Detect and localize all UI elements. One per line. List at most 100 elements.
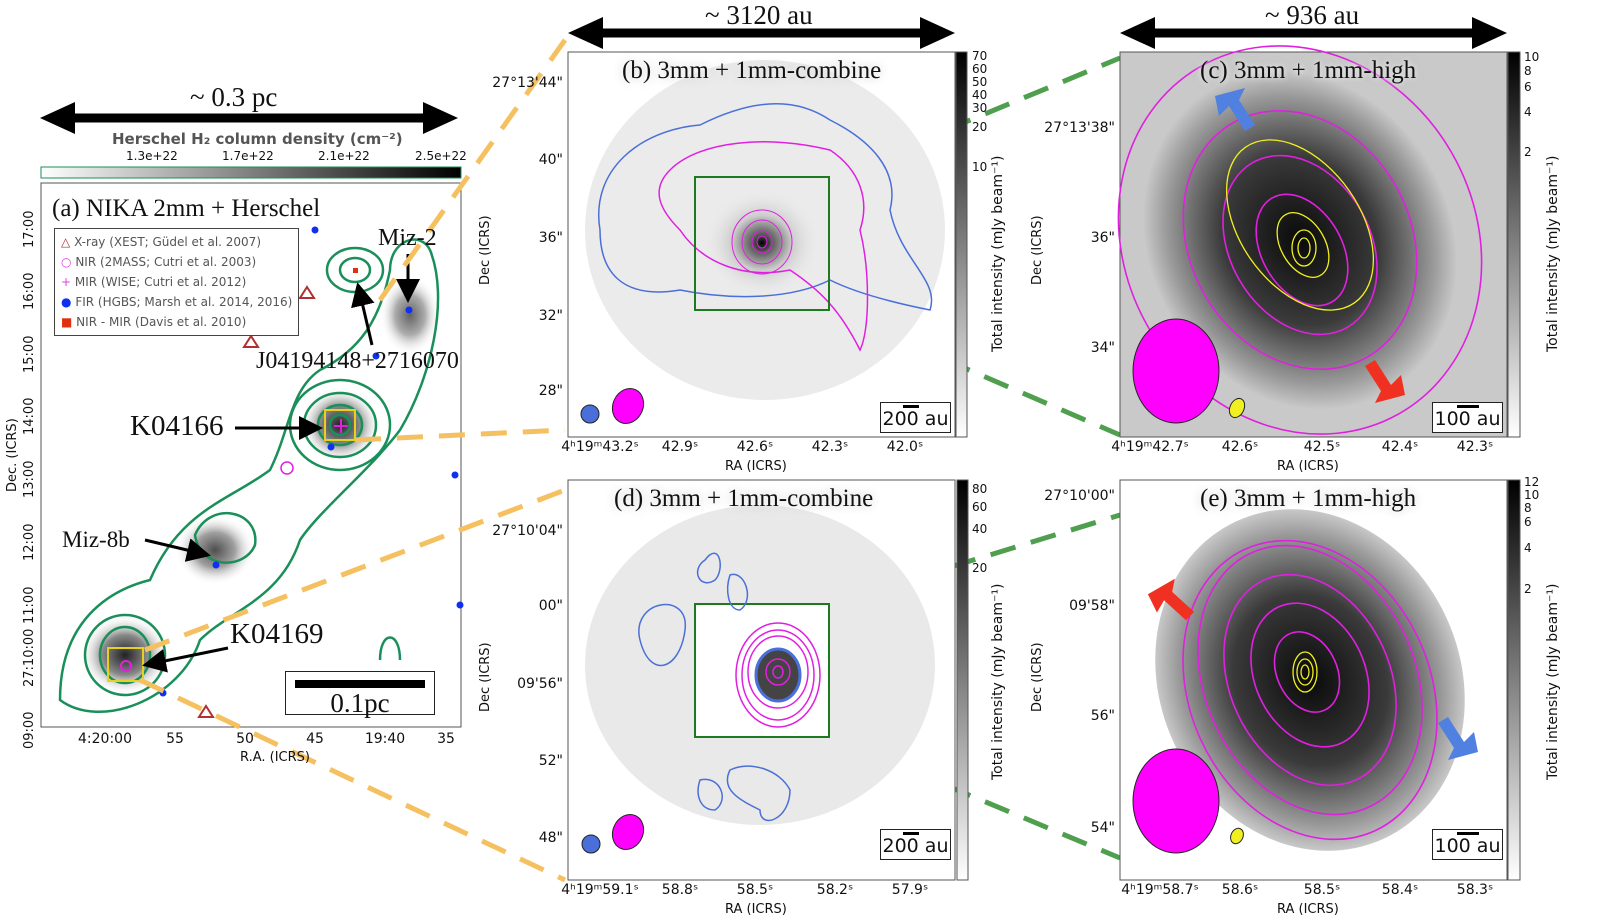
source-label-k04169: K04169 <box>230 618 324 650</box>
panel-e-colorbar <box>1507 479 1521 881</box>
panel_d-xlabel: RA (ICRS) <box>725 902 787 917</box>
panel_b-ytick-label: 40" <box>538 152 563 168</box>
panel-a-title: (a) NIKA 2mm + Herschel <box>52 195 321 222</box>
panel_a-ytick-label: 12:00 <box>22 523 37 561</box>
panel-a-scale-bar: 0.1pc <box>285 671 435 718</box>
legend-item-xray: △ X-ray (XEST; Güdel et al. 2007) <box>61 235 261 249</box>
square-icon: ■ <box>61 315 73 329</box>
panel_b-xtick-label: 4ʰ19ᵐ43.2ˢ <box>561 439 639 455</box>
panel_d-colorbar-tick: 40 <box>972 522 988 536</box>
panel_a-ytick-label: 09:00 <box>22 711 37 749</box>
panel_d-ytick-label: 48" <box>538 830 563 846</box>
panel_e-ytick-label: 56" <box>1090 708 1115 724</box>
panel_a-ylabel: Dec. (ICRS) <box>5 418 20 492</box>
legend-item-fir: ● FIR (HGBS; Marsh et al. 2014, 2016) <box>61 295 293 309</box>
panel_c-xtick-label: 42.6ˢ <box>1221 439 1259 455</box>
panel_b-colorbar-tick: 30 <box>972 101 988 115</box>
panel_b-colorbar-label: Total intensity (mJy beam⁻¹) <box>990 155 1006 352</box>
panel-d-title: (d) 3mm + 1mm-combine <box>614 485 874 512</box>
panel_c-ytick-label: 27°13'38" <box>1044 120 1115 136</box>
panel_a-xtick-label: 55 <box>166 731 184 747</box>
panel_c-xtick-label: 42.5ˢ <box>1303 439 1341 455</box>
panel_d-xtick-label: 58.5ˢ <box>736 882 774 898</box>
panel_b-ytick-label: 28" <box>538 383 563 399</box>
panel-e-image <box>1119 479 1521 881</box>
dot-icon: ● <box>61 295 72 309</box>
panel_b-colorbar-tick: 50 <box>972 75 988 89</box>
panel-c-title: (c) 3mm + 1mm-high <box>1200 57 1417 84</box>
panel_a-ytick-label: 11:00 <box>22 586 37 624</box>
panel_b-colorbar-tick: 70 <box>972 49 988 63</box>
legend-item-nir-mir: ■ NIR - MIR (Davis et al. 2010) <box>61 315 247 329</box>
panel_b-colorbar-tick: 20 <box>972 120 988 134</box>
panel_a-xtick-label: 4:20:00 <box>78 731 132 747</box>
panel_c-colorbar-tick: 6 <box>1524 80 1532 94</box>
panel_b-colorbar-tick: 10 <box>972 160 988 174</box>
panel-b-colorbar <box>955 51 968 438</box>
panel_e-xtick-label: 58.5ˢ <box>1303 882 1341 898</box>
panel_a-xtick-label: 50 <box>236 731 254 747</box>
scale-arrow-a <box>40 102 458 134</box>
panel_c-colorbar-tick: 8 <box>1524 64 1532 78</box>
panel_c-colorbar-tick: 10 <box>1524 50 1540 64</box>
panel_d-colorbar-tick: 20 <box>972 561 988 575</box>
panel_b-xtick-label: 42.0ˢ <box>886 439 924 455</box>
panel_e-colorbar-tick: 10 <box>1524 488 1540 502</box>
panel_e-colorbar-tick: 12 <box>1524 475 1540 489</box>
panel-b-image <box>567 51 968 438</box>
panel_a-ytick-label: 17:00 <box>22 210 37 248</box>
panel_d-ytick-label: 27°10'04" <box>492 523 563 539</box>
panel_a-xlabel: R.A. (ICRS) <box>240 750 310 765</box>
panel-d-scale-bar: 200 au <box>880 829 951 860</box>
panel_a-colorbar-tick: 2.5e+22 <box>415 149 467 163</box>
panel_e-xtick-label: 58.6ˢ <box>1221 882 1259 898</box>
panel_a-xtick-label: 45 <box>306 731 324 747</box>
panel-c-image <box>1117 45 1521 438</box>
panel_d-xtick-label: 4ʰ19ᵐ59.1ˢ <box>561 882 639 898</box>
panel_e-ytick-label: 54" <box>1090 820 1115 836</box>
panel_c-ytick-label: 34" <box>1090 340 1115 356</box>
scale-arrow-c-label: ~ 936 au <box>1265 0 1360 30</box>
panel_b-xtick-label: 42.9ˢ <box>661 439 699 455</box>
panel_e-ytick-label: 27°10'00" <box>1044 488 1115 504</box>
panel_b-ytick-label: 32" <box>538 308 563 324</box>
panel_e-xlabel: RA (ICRS) <box>1277 902 1339 917</box>
panel_d-ytick-label: 52" <box>538 753 563 769</box>
panel_c-ytick-label: 36" <box>1090 230 1115 246</box>
panel-c-colorbar <box>1507 51 1521 438</box>
scale-arrow-c <box>1120 17 1507 49</box>
circle-icon: ○ <box>61 255 72 269</box>
panel_b-ytick-label: 36" <box>538 230 563 246</box>
panel-d-image <box>567 479 969 881</box>
panel-a-colorbar <box>40 166 462 179</box>
panel_c-colorbar-label: Total intensity (mJy beam⁻¹) <box>1545 155 1561 352</box>
source-label-j0419: J04194148+2716070 <box>256 348 459 374</box>
panel_c-ylabel: Dec (ICRS) <box>1030 215 1045 285</box>
panel_b-xtick-label: 42.3ˢ <box>811 439 849 455</box>
panel_c-colorbar-tick: 2 <box>1524 145 1532 159</box>
scale-arrow-b <box>568 17 955 49</box>
panel_e-xtick-label: 4ʰ19ᵐ58.7ˢ <box>1121 882 1199 898</box>
panel_c-xlabel: RA (ICRS) <box>1277 459 1339 474</box>
panel_a-colorbar-tick: 1.7e+22 <box>222 149 274 163</box>
panel_a-ytick-label: 16:00 <box>22 272 37 310</box>
panel_b-ytick-label: 27°13'44" <box>492 75 563 91</box>
panel-e-title: (e) 3mm + 1mm-high <box>1200 485 1417 512</box>
panel_d-xtick-label: 58.2ˢ <box>816 882 854 898</box>
panel_b-xlabel: RA (ICRS) <box>725 459 787 474</box>
source-label-k04166: K04166 <box>130 410 224 442</box>
panel-b-title: (b) 3mm + 1mm-combine <box>622 57 882 84</box>
triangle-icon: △ <box>61 235 71 249</box>
source-label-miz8b: Miz-8b <box>62 527 130 552</box>
panel_d-colorbar-label: Total intensity (mJy beam⁻¹) <box>990 583 1006 780</box>
panel_a-ytick-label: 13:00 <box>22 460 37 498</box>
panel_a-xtick-label: 35 <box>437 731 455 747</box>
panel_d-xtick-label: 58.8ˢ <box>661 882 699 898</box>
panel-d-colorbar <box>956 479 969 881</box>
panel_a-xtick-label: 19:40 <box>364 731 406 747</box>
source-label-miz2: Miz-2 <box>378 225 437 251</box>
panel-a-colorbar-label: Herschel H₂ column density (cm⁻²) <box>112 130 403 148</box>
panel_a-colorbar-tick: 1.3e+22 <box>126 149 178 163</box>
